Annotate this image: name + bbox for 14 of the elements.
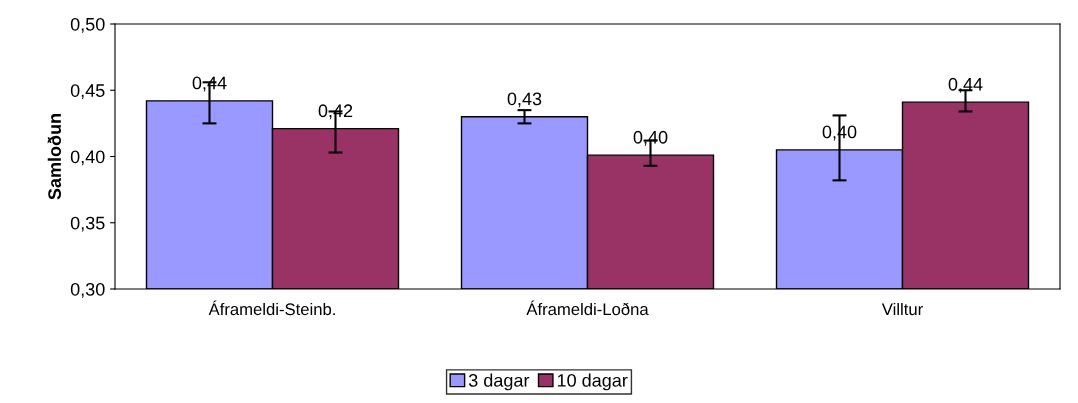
- x-tick-label: Áframeldi-Loðna: [526, 300, 649, 316]
- legend-label: 3 dagar: [468, 373, 530, 391]
- y-axis-title: Samloðun: [47, 113, 62, 200]
- y-tick-label: 0,35: [70, 216, 105, 232]
- y-tick-label: 0,45: [70, 84, 105, 100]
- x-tick-label: Áframeldi-Steinb.: [208, 300, 335, 316]
- y-tick-label: 0,40: [70, 150, 105, 166]
- data-label: 0,44: [948, 77, 983, 93]
- legend-label: 10 dagar: [557, 373, 628, 391]
- y-tick-label: 0,50: [70, 17, 105, 33]
- data-label: 0,43: [507, 92, 542, 108]
- data-label: 0,42: [318, 104, 353, 120]
- x-tick-label: Villtur: [881, 302, 923, 316]
- y-tick-label: 0,30: [70, 282, 105, 298]
